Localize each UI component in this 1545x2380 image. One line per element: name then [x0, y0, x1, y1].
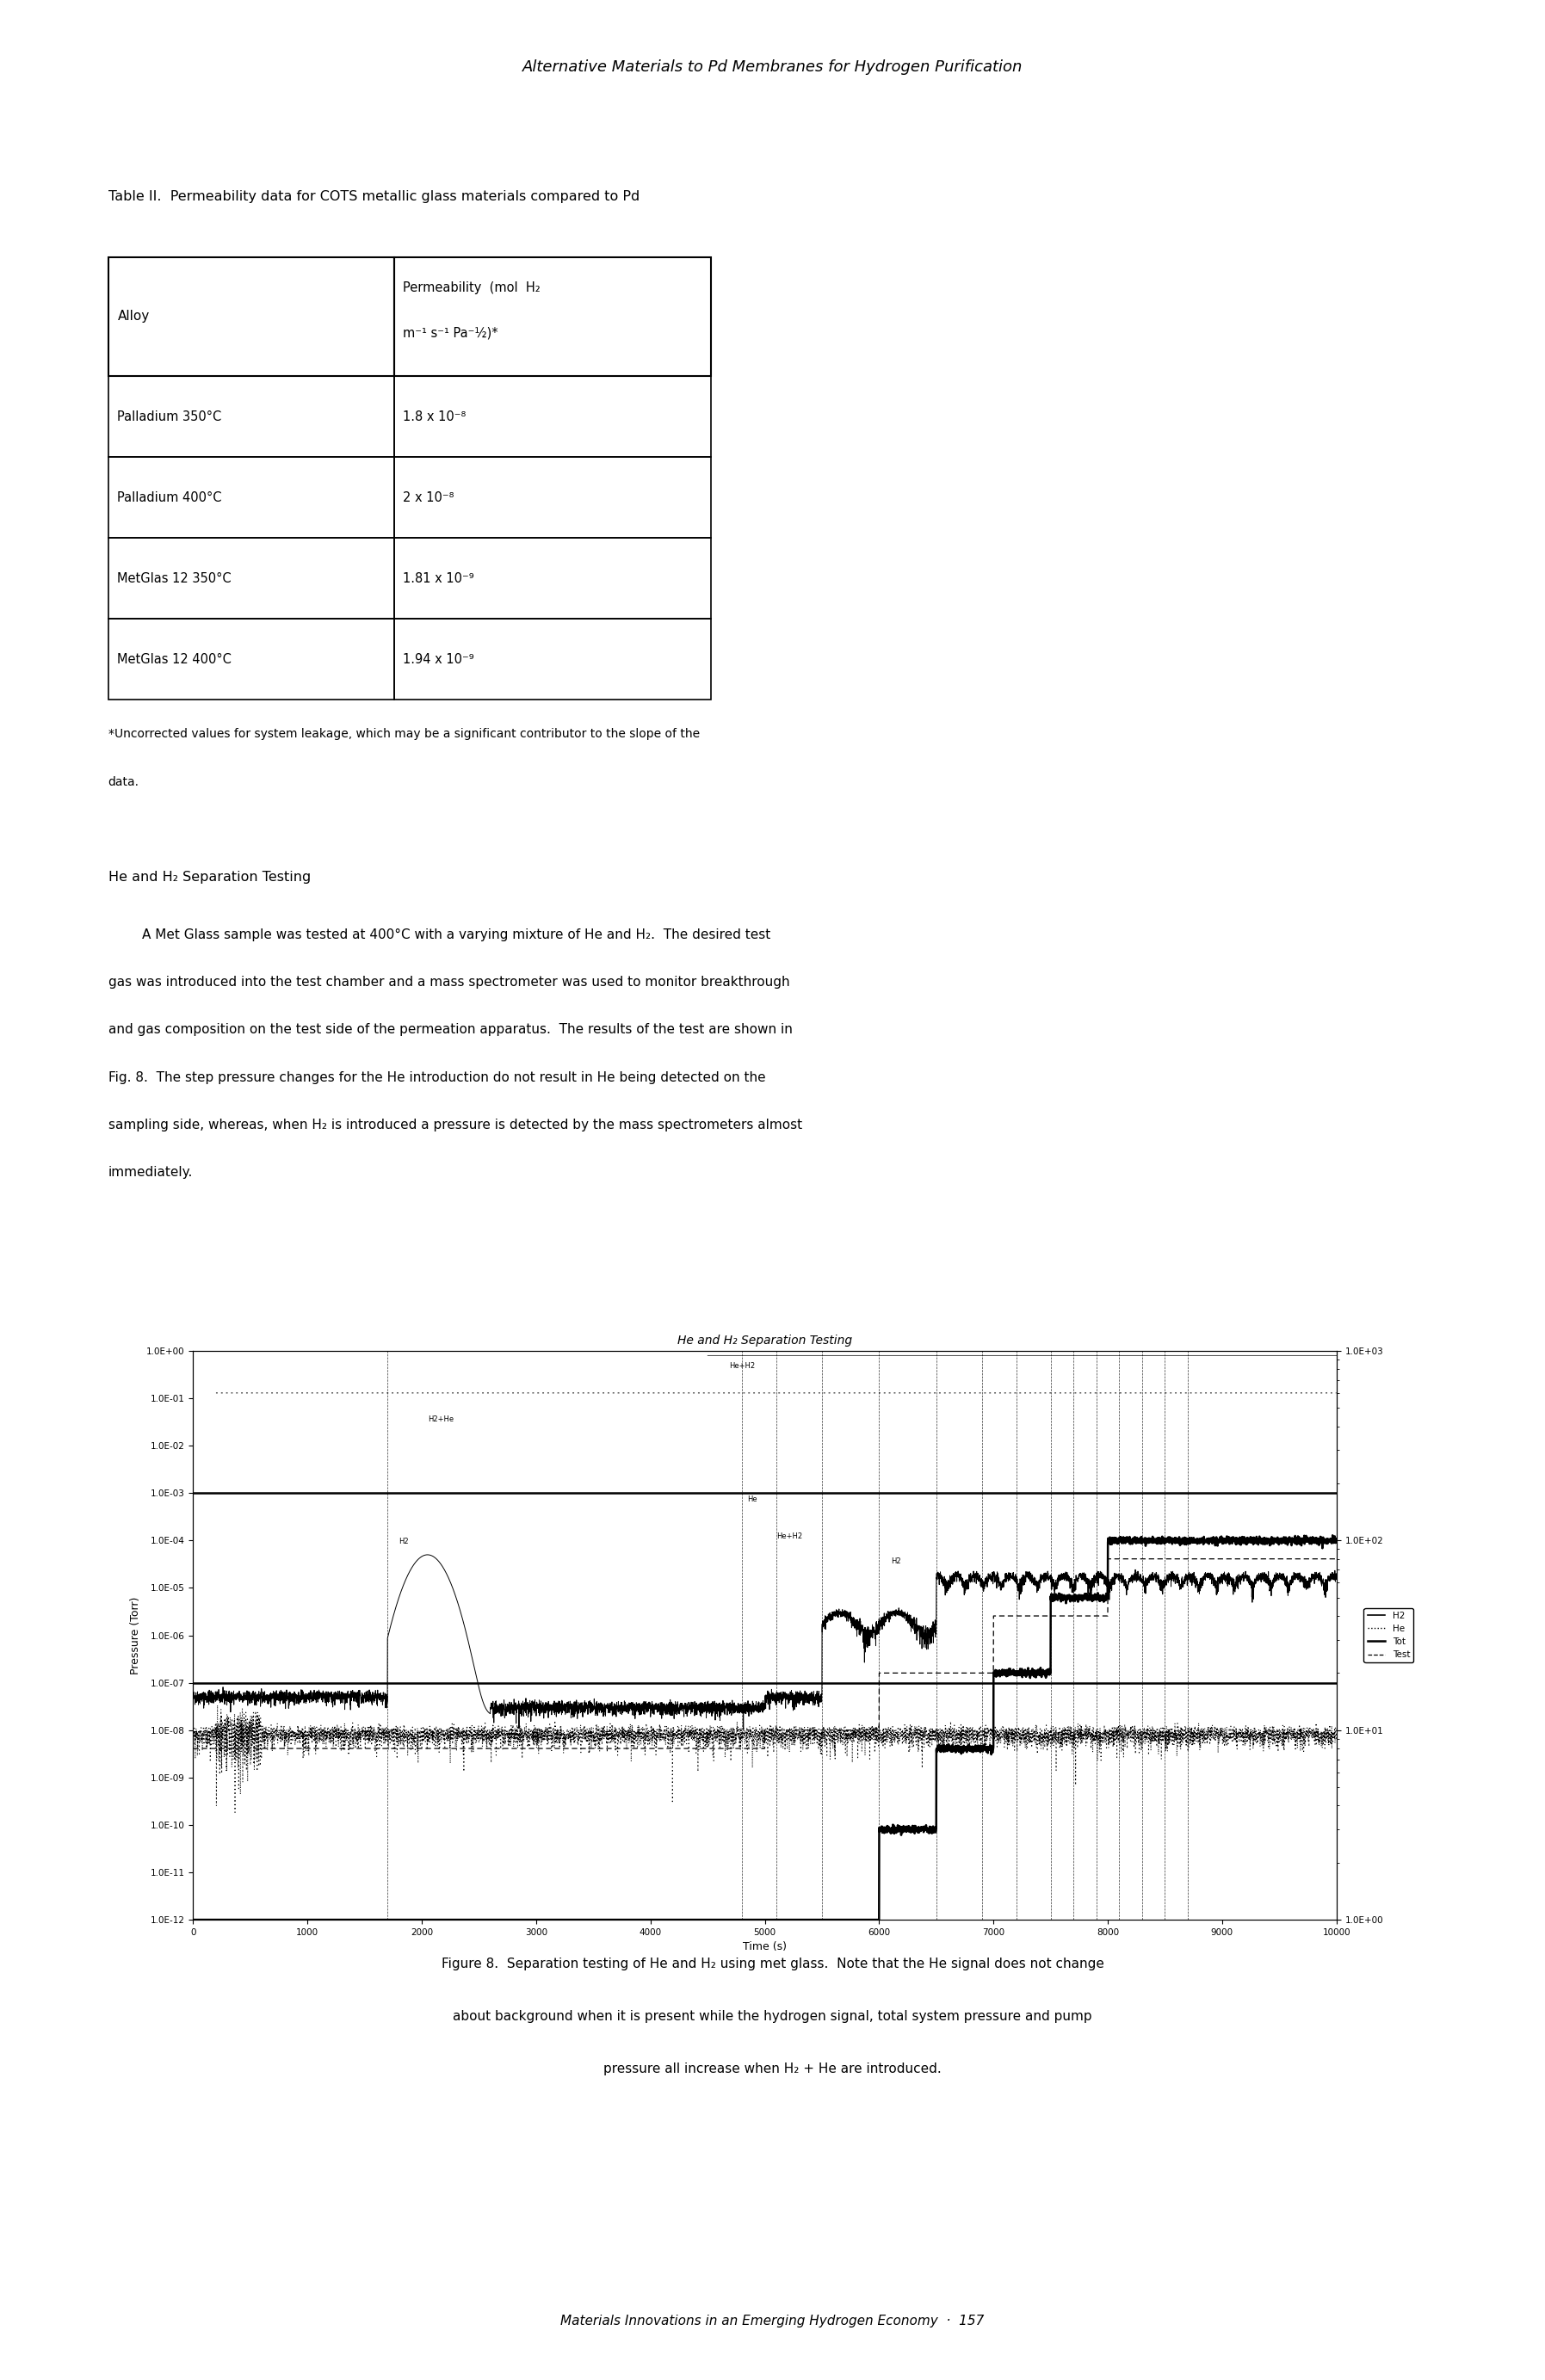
- Text: 1.94 x 10⁻⁹: 1.94 x 10⁻⁹: [403, 652, 474, 666]
- Text: Table II.  Permeability data for COTS metallic glass materials compared to Pd: Table II. Permeability data for COTS met…: [108, 190, 640, 202]
- Text: He: He: [748, 1497, 757, 1504]
- Text: A Met Glass sample was tested at 400°C with a varying mixture of He and H₂.  The: A Met Glass sample was tested at 400°C w…: [108, 928, 771, 940]
- Text: H2+He: H2+He: [428, 1416, 453, 1423]
- Text: and gas composition on the test side of the permeation apparatus.  The results o: and gas composition on the test side of …: [108, 1023, 793, 1035]
- Text: m⁻¹ s⁻¹ Pa⁻½)*: m⁻¹ s⁻¹ Pa⁻½)*: [403, 326, 499, 340]
- Text: 1.8 x 10⁻⁸: 1.8 x 10⁻⁸: [403, 409, 467, 424]
- Text: He and H₂ Separation Testing: He and H₂ Separation Testing: [108, 871, 311, 883]
- Text: Fig. 8.  The step pressure changes for the He introduction do not result in He b: Fig. 8. The step pressure changes for th…: [108, 1071, 765, 1083]
- Title: He and H₂ Separation Testing: He and H₂ Separation Testing: [677, 1335, 853, 1347]
- Text: immediately.: immediately.: [108, 1166, 193, 1178]
- Text: He+H2: He+H2: [729, 1361, 756, 1371]
- Text: pressure all increase when H₂ + He are introduced.: pressure all increase when H₂ + He are i…: [604, 2063, 941, 2075]
- Text: *Uncorrected values for system leakage, which may be a significant contributor t: *Uncorrected values for system leakage, …: [108, 728, 700, 740]
- Text: 2 x 10⁻⁸: 2 x 10⁻⁸: [403, 490, 454, 505]
- Text: sampling side, whereas, when H₂ is introduced a pressure is detected by the mass: sampling side, whereas, when H₂ is intro…: [108, 1119, 802, 1130]
- Text: Palladium 400°C: Palladium 400°C: [117, 490, 222, 505]
- Legend: H2, He, Tot, Test: H2, He, Tot, Test: [1364, 1609, 1414, 1664]
- Text: Figure 8.  Separation testing of He and H₂ using met glass.  Note that the He si: Figure 8. Separation testing of He and H…: [442, 1959, 1103, 1971]
- Text: Materials Innovations in an Emerging Hydrogen Economy  ·  157: Materials Innovations in an Emerging Hyd…: [561, 2316, 984, 2328]
- Text: H2: H2: [890, 1557, 901, 1566]
- Y-axis label: Pressure (Torr): Pressure (Torr): [130, 1597, 142, 1673]
- Text: H2: H2: [399, 1537, 409, 1545]
- Text: Palladium 350°C: Palladium 350°C: [117, 409, 222, 424]
- X-axis label: Time (s): Time (s): [743, 1942, 786, 1952]
- Text: Alloy: Alloy: [117, 309, 150, 324]
- Text: Permeability  (mol  H₂: Permeability (mol H₂: [403, 281, 541, 295]
- Text: He+H2: He+H2: [776, 1533, 802, 1540]
- Text: about background when it is present while the hydrogen signal, total system pres: about background when it is present whil…: [453, 2011, 1092, 2023]
- Text: data.: data.: [108, 776, 139, 788]
- Text: gas was introduced into the test chamber and a mass spectrometer was used to mon: gas was introduced into the test chamber…: [108, 976, 789, 988]
- Text: Alternative Materials to Pd Membranes for Hydrogen Purification: Alternative Materials to Pd Membranes fo…: [522, 60, 1023, 76]
- Text: MetGlas 12 350°C: MetGlas 12 350°C: [117, 571, 232, 585]
- Text: MetGlas 12 400°C: MetGlas 12 400°C: [117, 652, 232, 666]
- Text: 1.81 x 10⁻⁹: 1.81 x 10⁻⁹: [403, 571, 474, 585]
